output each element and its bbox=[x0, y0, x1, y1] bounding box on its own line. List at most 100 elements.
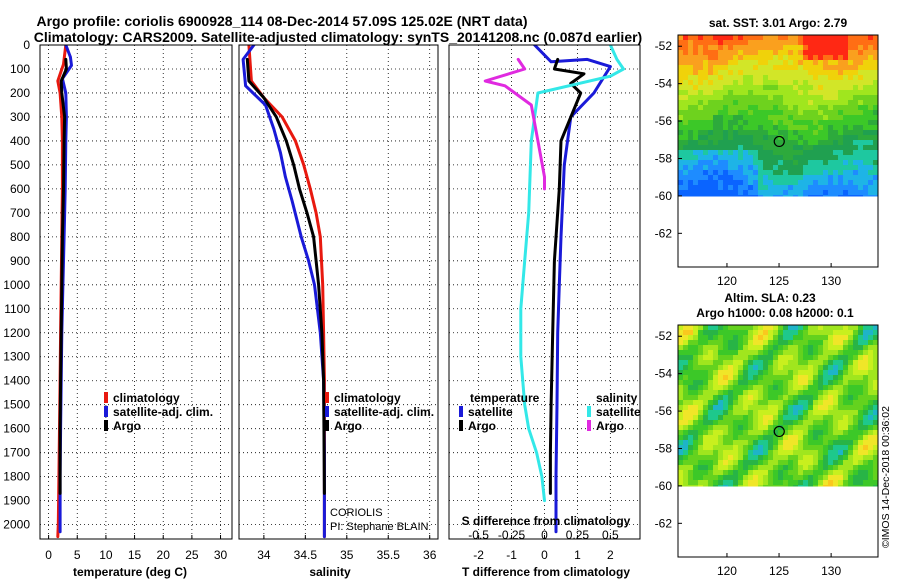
map-cell bbox=[683, 455, 689, 461]
map-cell bbox=[843, 405, 849, 411]
map-cell bbox=[833, 55, 839, 61]
map-cell bbox=[773, 460, 779, 466]
map-cell bbox=[698, 180, 704, 186]
map-cell bbox=[808, 465, 814, 471]
map-cell bbox=[818, 115, 824, 121]
map-cell bbox=[693, 115, 699, 121]
map-cell bbox=[693, 190, 699, 196]
map-cell bbox=[858, 65, 864, 71]
map-cell bbox=[813, 120, 819, 126]
map-cell bbox=[793, 135, 799, 141]
map-cell bbox=[848, 425, 854, 431]
map-cell bbox=[778, 420, 784, 426]
map-cell bbox=[823, 125, 829, 131]
map-cell bbox=[818, 460, 824, 466]
map-cell bbox=[793, 125, 799, 131]
map-cell bbox=[863, 365, 869, 371]
map-cell bbox=[858, 345, 864, 351]
map-cell bbox=[773, 85, 779, 91]
map-cell bbox=[783, 135, 789, 141]
map-cell bbox=[753, 160, 759, 166]
map-cell bbox=[743, 340, 749, 346]
map-cell bbox=[818, 365, 824, 371]
map-cell bbox=[798, 485, 804, 487]
map-cell bbox=[838, 420, 844, 426]
map-cell bbox=[853, 440, 859, 446]
map-cell bbox=[708, 480, 714, 486]
map-cell bbox=[788, 370, 794, 376]
map-cell bbox=[688, 395, 694, 401]
map-cell bbox=[818, 465, 824, 471]
map-cell bbox=[858, 50, 864, 56]
map-cell bbox=[753, 360, 759, 366]
map-cell bbox=[848, 180, 854, 186]
map-cell bbox=[763, 425, 769, 431]
map-cell bbox=[868, 375, 874, 381]
map-cell bbox=[853, 475, 859, 481]
map-cell bbox=[683, 45, 689, 51]
map-cell bbox=[803, 135, 809, 141]
map-cell bbox=[778, 85, 784, 91]
map-cell bbox=[713, 400, 719, 406]
map-cell bbox=[708, 375, 714, 381]
map-cell bbox=[708, 155, 714, 161]
map-cell bbox=[843, 370, 849, 376]
map-cell bbox=[783, 50, 789, 56]
map-cell bbox=[873, 60, 878, 66]
map-cell bbox=[798, 460, 804, 466]
map-cell bbox=[793, 430, 799, 436]
map-cell bbox=[783, 475, 789, 481]
map-cell bbox=[748, 455, 754, 461]
legend-label-climatology: climatology bbox=[113, 391, 180, 405]
map-cell bbox=[848, 135, 854, 141]
map-cell bbox=[778, 445, 784, 451]
legend-label-argo: Argo bbox=[113, 419, 141, 433]
map-cell bbox=[738, 415, 744, 421]
map-cell bbox=[858, 115, 864, 121]
map-cell bbox=[678, 375, 684, 381]
map-cell bbox=[748, 175, 754, 181]
map-cell bbox=[773, 115, 779, 121]
map-cell bbox=[693, 135, 699, 141]
map-cell bbox=[693, 445, 699, 451]
map-cell bbox=[748, 395, 754, 401]
map-cell bbox=[858, 475, 864, 481]
map-cell bbox=[748, 390, 754, 396]
map-cell bbox=[823, 80, 829, 86]
sst-map-title: sat. SST: 3.01 Argo: 2.79 bbox=[709, 16, 848, 30]
map-cell bbox=[873, 480, 878, 486]
map-cell bbox=[828, 125, 834, 131]
map-cell bbox=[818, 35, 824, 41]
map-cell bbox=[803, 150, 809, 156]
map-cell bbox=[813, 360, 819, 366]
map-cell bbox=[863, 100, 869, 106]
map-cell bbox=[873, 120, 878, 126]
map-cell bbox=[763, 450, 769, 456]
map-cell bbox=[723, 465, 729, 471]
map-cell bbox=[798, 130, 804, 136]
legend-label-satellite: satellite-adj. clim. bbox=[113, 405, 213, 419]
map-cell bbox=[723, 340, 729, 346]
map-cell bbox=[783, 140, 789, 146]
map-cell bbox=[813, 345, 819, 351]
map-cell bbox=[773, 405, 779, 411]
map-cell bbox=[803, 455, 809, 461]
map-cell bbox=[858, 485, 864, 487]
map-cell bbox=[723, 475, 729, 481]
map-cell bbox=[703, 120, 709, 126]
map-cell bbox=[813, 330, 819, 336]
legend-swatch-climatology bbox=[325, 392, 329, 403]
map-cell bbox=[733, 130, 739, 136]
map-cell bbox=[768, 125, 774, 131]
map-cell bbox=[848, 370, 854, 376]
map-cell bbox=[698, 360, 704, 366]
map-cell bbox=[838, 180, 844, 186]
map-cell bbox=[738, 340, 744, 346]
x-tick-label: 5 bbox=[74, 548, 81, 562]
map-cell bbox=[693, 185, 699, 191]
map-cell bbox=[768, 110, 774, 116]
map-cell bbox=[718, 190, 724, 196]
map-cell bbox=[703, 450, 709, 456]
map-cell bbox=[868, 140, 874, 146]
map-cell bbox=[728, 455, 734, 461]
